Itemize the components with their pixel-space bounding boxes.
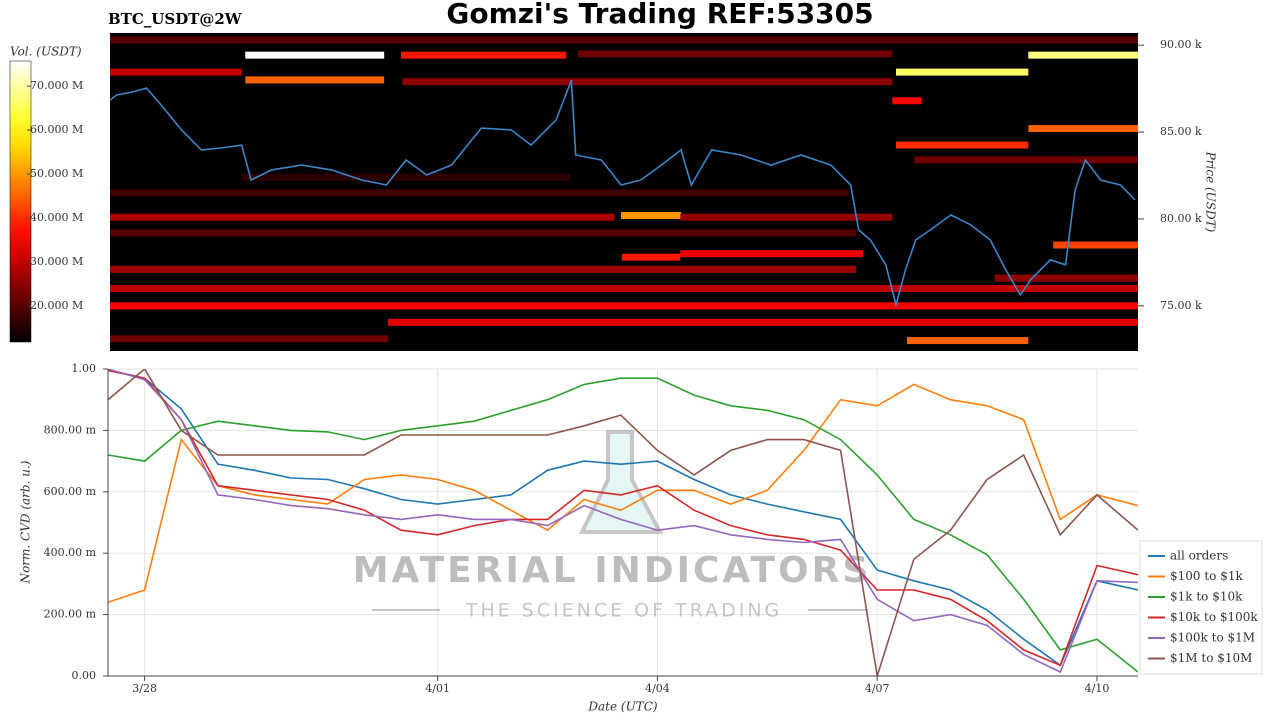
y-tick-label: 85.00 k <box>1160 125 1202 138</box>
y-tick-label: 200.00 m <box>44 608 97 621</box>
liquidity-level <box>680 250 864 258</box>
price-line <box>110 79 1136 308</box>
x-axis-label: Date (UTC) <box>587 700 657 714</box>
liquidity-level <box>680 213 893 221</box>
liquidity-level <box>621 211 682 219</box>
liquidity-level <box>241 173 571 181</box>
liquidity-level <box>110 302 1138 310</box>
liquidity-level <box>914 156 1138 164</box>
y-tick-label: 80.00 k <box>1160 212 1202 225</box>
liquidity-level <box>994 274 1138 282</box>
legend-label: $10k to $100k <box>1170 610 1258 624</box>
y-axis-label: Price (USDT) <box>1204 151 1218 233</box>
legend: all orders $100 to $1k $1k to $10k $10k to … <box>1139 540 1263 675</box>
liquidity-level <box>1053 241 1138 249</box>
colorbar-tick-label: 60.000 M <box>30 123 83 136</box>
watermark: MATERIAL INDICATORS THE SCIENCE OF TRADI… <box>353 430 872 622</box>
liquidity-level <box>110 189 849 197</box>
liquidity-level <box>245 76 385 84</box>
colorbar-axis: 20.000 M 30.000 M 40.000 M 50.000 M 60.000 M… <box>27 79 83 312</box>
lines-area <box>108 369 1138 676</box>
colorbar-tick-label: 20.000 M <box>30 299 83 312</box>
y-tick-label: 1.00 <box>72 362 97 375</box>
watermark-name: MATERIAL INDICATORS <box>353 550 872 591</box>
legend-label: $1k to $10k <box>1170 590 1243 604</box>
liquidity-level <box>400 51 567 59</box>
colorbar-tick-label: 50.000 M <box>30 167 83 180</box>
y-axis-label: Norm. CVD (arb. u.) <box>19 460 33 584</box>
liquidity-level <box>895 141 1029 149</box>
legend-label: $100 to $1k <box>1170 569 1243 583</box>
liquidity-level <box>906 337 1029 345</box>
liquidity-level <box>892 97 922 105</box>
colorbar-tick-label: 70.000 M <box>30 79 83 92</box>
series-line <box>108 383 1138 604</box>
liquidity-level <box>387 318 1138 326</box>
colorbar <box>9 60 32 343</box>
y-tick-label: 90.00 k <box>1160 38 1202 51</box>
series-line <box>108 369 1138 676</box>
axes: 0.00 200.00 m 400.00 m 600.00 m 800.00 m 1.00… <box>44 362 1110 695</box>
series-line <box>108 369 1138 667</box>
liquidity-level <box>110 284 1138 292</box>
liquidity-level <box>110 213 615 221</box>
colorbar-label: Vol. (USDT) <box>10 45 82 59</box>
colorbar-tick-label: 30.000 M <box>30 255 83 268</box>
y-tick-label: 800.00 m <box>44 423 97 436</box>
liquidity-level <box>110 335 388 343</box>
liquidity-level <box>245 51 385 59</box>
legend-label: $100k to $1M <box>1170 631 1255 645</box>
x-tick-label: 4/10 <box>1085 682 1110 695</box>
liquidity-level <box>110 265 856 273</box>
x-tick-label: 3/28 <box>132 682 157 695</box>
liquidity-level <box>577 50 893 58</box>
y-tick-label: 75.00 k <box>1160 299 1202 312</box>
x-tick-label: 4/07 <box>865 682 890 695</box>
x-tick-label: 4/04 <box>645 682 670 695</box>
liquidity-level <box>110 229 856 237</box>
price-axis: 75.00 k 80.00 k 85.00 k 90.00 k <box>1138 38 1202 312</box>
heatmap-area <box>110 36 1138 345</box>
liquidity-level <box>110 68 242 76</box>
liquidity-level <box>402 78 893 86</box>
legend-box <box>1139 540 1263 675</box>
series-line <box>108 369 1138 667</box>
liquidity-level <box>895 68 1029 76</box>
liquidity-level <box>1028 51 1138 59</box>
liquidity-level <box>1028 125 1138 133</box>
liquidity-level <box>110 36 1138 44</box>
colorbar-tick-label: 40.000 M <box>30 211 83 224</box>
x-tick-label: 4/01 <box>425 682 450 695</box>
watermark-tagline: THE SCIENCE OF TRADING <box>465 600 783 622</box>
series-line <box>108 377 1138 673</box>
liquidity-level <box>621 253 681 261</box>
legend-label: $1M to $10M <box>1170 651 1252 665</box>
series-line <box>108 369 1138 674</box>
y-tick-label: 600.00 m <box>44 485 97 498</box>
chart-title: BTC_USDT@2W <box>108 10 243 28</box>
y-tick-label: 0.00 <box>72 669 97 682</box>
legend-label: all orders <box>1170 549 1228 563</box>
page-title: Gomzi's Trading REF:53305 <box>446 0 873 30</box>
y-tick-label: 400.00 m <box>44 546 97 559</box>
watermark-flask <box>578 430 664 534</box>
